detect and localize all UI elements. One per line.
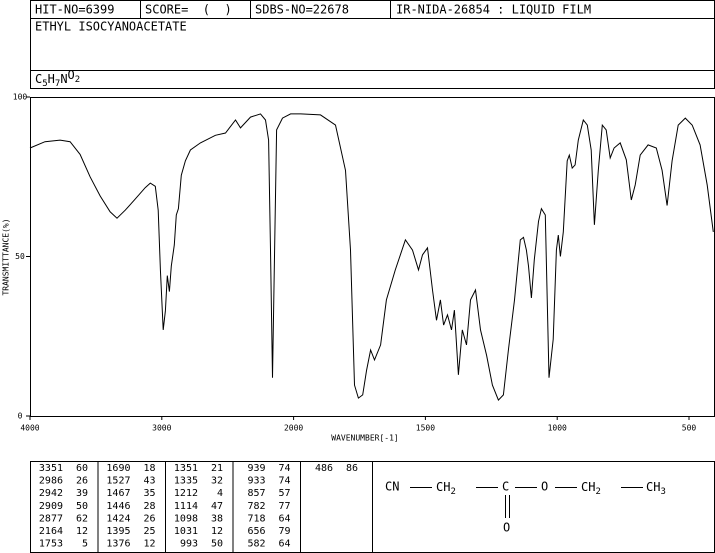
peak-wavenumber: 2909 — [39, 501, 63, 512]
peak-wavenumber: 1212 — [174, 488, 198, 499]
peak-transmittance: 28 — [143, 501, 155, 512]
plot-frame — [30, 97, 715, 417]
peak-transmittance: 57 — [278, 488, 290, 499]
peak-transmittance: 74 — [278, 463, 290, 474]
peak-transmittance: 35 — [143, 488, 155, 499]
group: C — [502, 480, 509, 494]
peak-transmittance: 5 — [82, 539, 88, 550]
x-tick-label: 4000 — [20, 424, 39, 433]
peak-wavenumber: 1690 — [106, 463, 130, 474]
peak-transmittance: 18 — [143, 463, 155, 474]
header-box — [30, 0, 715, 89]
peak-wavenumber: 1753 — [39, 539, 63, 550]
sdbs-no: SDBS-NO=22678 — [255, 3, 349, 17]
peak-wavenumber: 2942 — [39, 488, 63, 499]
peak-transmittance: 32 — [211, 476, 223, 487]
hit-no: HIT-NO=6399 — [35, 3, 114, 17]
peak-transmittance: 4 — [217, 488, 223, 499]
x-tick-label: 1000 — [548, 424, 567, 433]
peak-wavenumber: 1031 — [174, 526, 198, 537]
peak-transmittance: 50 — [76, 501, 88, 512]
peak-wavenumber: 1114 — [174, 501, 198, 512]
peak-wavenumber: 993 — [180, 539, 198, 550]
peak-wavenumber: 656 — [247, 526, 265, 537]
peak-transmittance: 64 — [278, 513, 290, 524]
peak-wavenumber: 2986 — [39, 476, 63, 487]
peak-wavenumber: 1527 — [106, 476, 130, 487]
peak-wavenumber: 1351 — [174, 463, 198, 474]
peak-transmittance: 12 — [143, 539, 155, 550]
peak-transmittance: 12 — [76, 526, 88, 537]
compound-name: ETHYL ISOCYANOACETATE — [35, 20, 187, 34]
group: CH2 — [581, 480, 601, 497]
x-tick-label: 500 — [682, 424, 697, 433]
y-tick-label: 100 — [13, 93, 28, 102]
formula: C5H7NO2 — [35, 68, 80, 89]
y-axis-label: TRANSMITTANCE(%) — [2, 218, 11, 295]
peak-wavenumber: 1467 — [106, 488, 130, 499]
peak-wavenumber: 857 — [247, 488, 265, 499]
group: CN — [385, 480, 399, 494]
peak-wavenumber: 1335 — [174, 476, 198, 487]
peak-transmittance: 43 — [143, 476, 155, 487]
peak-transmittance: 21 — [211, 463, 223, 474]
score: SCORE= ( ) — [145, 3, 232, 17]
peak-transmittance: 60 — [76, 463, 88, 474]
group: CH3 — [646, 480, 666, 497]
group: CH2 — [436, 480, 456, 497]
group: O — [503, 521, 510, 535]
x-tick-label: 1500 — [416, 424, 435, 433]
group: O — [541, 480, 548, 494]
peak-transmittance: 50 — [211, 539, 223, 550]
peak-transmittance: 86 — [346, 463, 358, 474]
peak-transmittance: 64 — [278, 539, 290, 550]
peak-wavenumber: 939 — [247, 463, 265, 474]
peak-transmittance: 74 — [278, 476, 290, 487]
peak-transmittance: 26 — [76, 476, 88, 487]
y-tick-label: 50 — [15, 252, 25, 261]
peak-wavenumber: 1376 — [106, 539, 130, 550]
x-axis-label: WAVENUMBER[-1] — [331, 434, 398, 443]
peak-wavenumber: 2877 — [39, 513, 63, 524]
peak-wavenumber: 1424 — [106, 513, 130, 524]
peak-wavenumber: 1395 — [106, 526, 130, 537]
peak-wavenumber: 582 — [247, 539, 265, 550]
peak-wavenumber: 782 — [247, 501, 265, 512]
peak-wavenumber: 718 — [247, 513, 265, 524]
plot: 0 50 100 4000 3000 2000 1500 1000 500 — [13, 93, 714, 433]
spectrum-line — [29, 113, 714, 402]
peak-wavenumber: 3351 — [39, 463, 63, 474]
x-tick-label: 2000 — [284, 424, 303, 433]
y-tick-label: 0 — [18, 412, 23, 421]
peak-transmittance: 39 — [76, 488, 88, 499]
peak-wavenumber: 933 — [247, 476, 265, 487]
peak-transmittance: 12 — [211, 526, 223, 537]
peak-transmittance: 47 — [211, 501, 223, 512]
peak-wavenumber: 1446 — [106, 501, 130, 512]
x-tick-label: 3000 — [152, 424, 171, 433]
peak-wavenumber: 2164 — [39, 526, 63, 537]
peak-transmittance: 26 — [143, 513, 155, 524]
peak-transmittance: 25 — [143, 526, 155, 537]
peak-transmittance: 38 — [211, 513, 223, 524]
method: IR-NIDA-26854 : LIQUID FILM — [396, 3, 591, 17]
peak-transmittance: 77 — [278, 501, 290, 512]
structure: CN CH2 C O CH2 CH3 O — [385, 480, 666, 535]
peak-transmittance: 62 — [76, 513, 88, 524]
peak-wavenumber: 486 — [315, 463, 333, 474]
peak-transmittance: 79 — [278, 526, 290, 537]
peak-wavenumber: 1098 — [174, 513, 198, 524]
